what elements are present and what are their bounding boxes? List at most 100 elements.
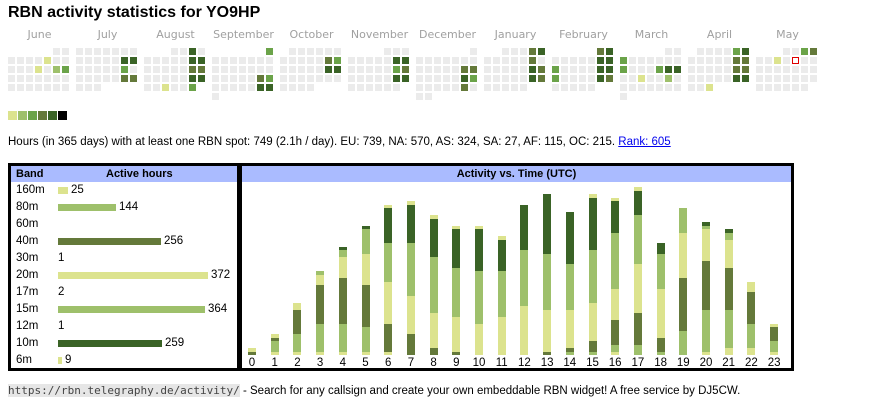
day-cell[interactable] <box>774 75 781 82</box>
day-cell[interactable] <box>375 75 382 82</box>
day-cell[interactable] <box>520 57 527 64</box>
day-cell[interactable] <box>638 57 645 64</box>
day-cell[interactable] <box>742 57 749 64</box>
day-cell[interactable] <box>774 66 781 73</box>
day-cell[interactable] <box>470 75 477 82</box>
day-cell[interactable] <box>230 66 237 73</box>
day-cell[interactable] <box>212 57 219 64</box>
day-cell[interactable] <box>171 48 178 55</box>
day-cell[interactable] <box>307 84 314 91</box>
day-cell[interactable] <box>144 57 151 64</box>
day-cell[interactable] <box>502 75 509 82</box>
day-cell[interactable] <box>144 66 151 73</box>
day-cell[interactable] <box>44 57 51 64</box>
day-cell[interactable] <box>502 57 509 64</box>
rank-link[interactable]: Rank: 605 <box>618 136 671 148</box>
day-cell[interactable] <box>674 48 681 55</box>
day-cell[interactable] <box>706 57 713 64</box>
day-cell[interactable] <box>733 48 740 55</box>
day-cell[interactable] <box>579 66 586 73</box>
day-cell[interactable] <box>94 84 101 91</box>
day-cell[interactable] <box>316 57 323 64</box>
day-cell[interactable] <box>44 75 51 82</box>
day-cell[interactable] <box>35 57 42 64</box>
day-cell[interactable] <box>425 84 432 91</box>
day-cell[interactable] <box>715 48 722 55</box>
day-cell[interactable] <box>529 48 536 55</box>
day-cell[interactable] <box>384 75 391 82</box>
day-cell[interactable] <box>801 84 808 91</box>
day-cell[interactable] <box>62 66 69 73</box>
day-cell[interactable] <box>144 75 151 82</box>
day-cell[interactable] <box>94 48 101 55</box>
day-cell[interactable] <box>130 57 137 64</box>
day-cell[interactable] <box>298 48 305 55</box>
day-cell[interactable] <box>724 57 731 64</box>
day-cell[interactable] <box>26 66 33 73</box>
day-cell[interactable] <box>520 48 527 55</box>
day-cell[interactable] <box>724 66 731 73</box>
day-cell[interactable] <box>180 75 187 82</box>
day-cell[interactable] <box>266 48 273 55</box>
day-cell[interactable] <box>801 48 808 55</box>
day-cell[interactable] <box>76 84 83 91</box>
day-cell[interactable] <box>180 66 187 73</box>
day-cell[interactable] <box>620 84 627 91</box>
day-cell[interactable] <box>189 84 196 91</box>
day-cell[interactable] <box>783 84 790 91</box>
day-cell[interactable] <box>520 66 527 73</box>
day-cell[interactable] <box>638 84 645 91</box>
day-cell[interactable] <box>742 48 749 55</box>
day-cell[interactable] <box>366 75 373 82</box>
day-cell[interactable] <box>443 66 450 73</box>
day-cell[interactable] <box>171 57 178 64</box>
day-cell[interactable] <box>334 75 341 82</box>
day-cell[interactable] <box>325 57 332 64</box>
day-cell[interactable] <box>529 75 536 82</box>
day-cell[interactable] <box>520 84 527 91</box>
day-cell[interactable] <box>656 57 663 64</box>
day-cell[interactable] <box>552 57 559 64</box>
day-cell[interactable] <box>511 75 518 82</box>
day-cell[interactable] <box>76 66 83 73</box>
day-cell[interactable] <box>180 57 187 64</box>
day-cell[interactable] <box>561 84 568 91</box>
day-cell[interactable] <box>248 75 255 82</box>
day-cell[interactable] <box>579 84 586 91</box>
day-cell[interactable] <box>357 75 364 82</box>
day-cell[interactable] <box>416 66 423 73</box>
day-cell[interactable] <box>402 48 409 55</box>
day-cell[interactable] <box>112 75 119 82</box>
day-cell[interactable] <box>44 84 51 91</box>
day-cell[interactable] <box>384 48 391 55</box>
day-cell[interactable] <box>144 84 151 91</box>
day-cell[interactable] <box>452 66 459 73</box>
day-cell[interactable] <box>638 66 645 73</box>
day-cell[interactable] <box>393 48 400 55</box>
day-cell[interactable] <box>733 57 740 64</box>
day-cell[interactable] <box>715 75 722 82</box>
day-cell[interactable] <box>257 57 264 64</box>
day-cell[interactable] <box>307 57 314 64</box>
day-cell[interactable] <box>756 57 763 64</box>
day-cell[interactable] <box>765 66 772 73</box>
day-cell[interactable] <box>688 84 695 91</box>
day-cell[interactable] <box>606 57 613 64</box>
day-cell[interactable] <box>198 66 205 73</box>
day-cell[interactable] <box>588 66 595 73</box>
day-cell[interactable] <box>384 66 391 73</box>
day-cell[interactable] <box>357 84 364 91</box>
day-cell[interactable] <box>239 66 246 73</box>
day-cell[interactable] <box>552 84 559 91</box>
day-cell[interactable] <box>561 75 568 82</box>
day-cell[interactable] <box>189 57 196 64</box>
day-cell[interactable] <box>647 57 654 64</box>
day-cell[interactable] <box>810 66 817 73</box>
day-cell[interactable] <box>153 84 160 91</box>
day-cell[interactable] <box>620 93 627 100</box>
day-cell[interactable] <box>443 84 450 91</box>
day-cell[interactable] <box>620 75 627 82</box>
day-cell[interactable] <box>298 57 305 64</box>
day-cell[interactable] <box>85 48 92 55</box>
day-cell[interactable] <box>393 75 400 82</box>
